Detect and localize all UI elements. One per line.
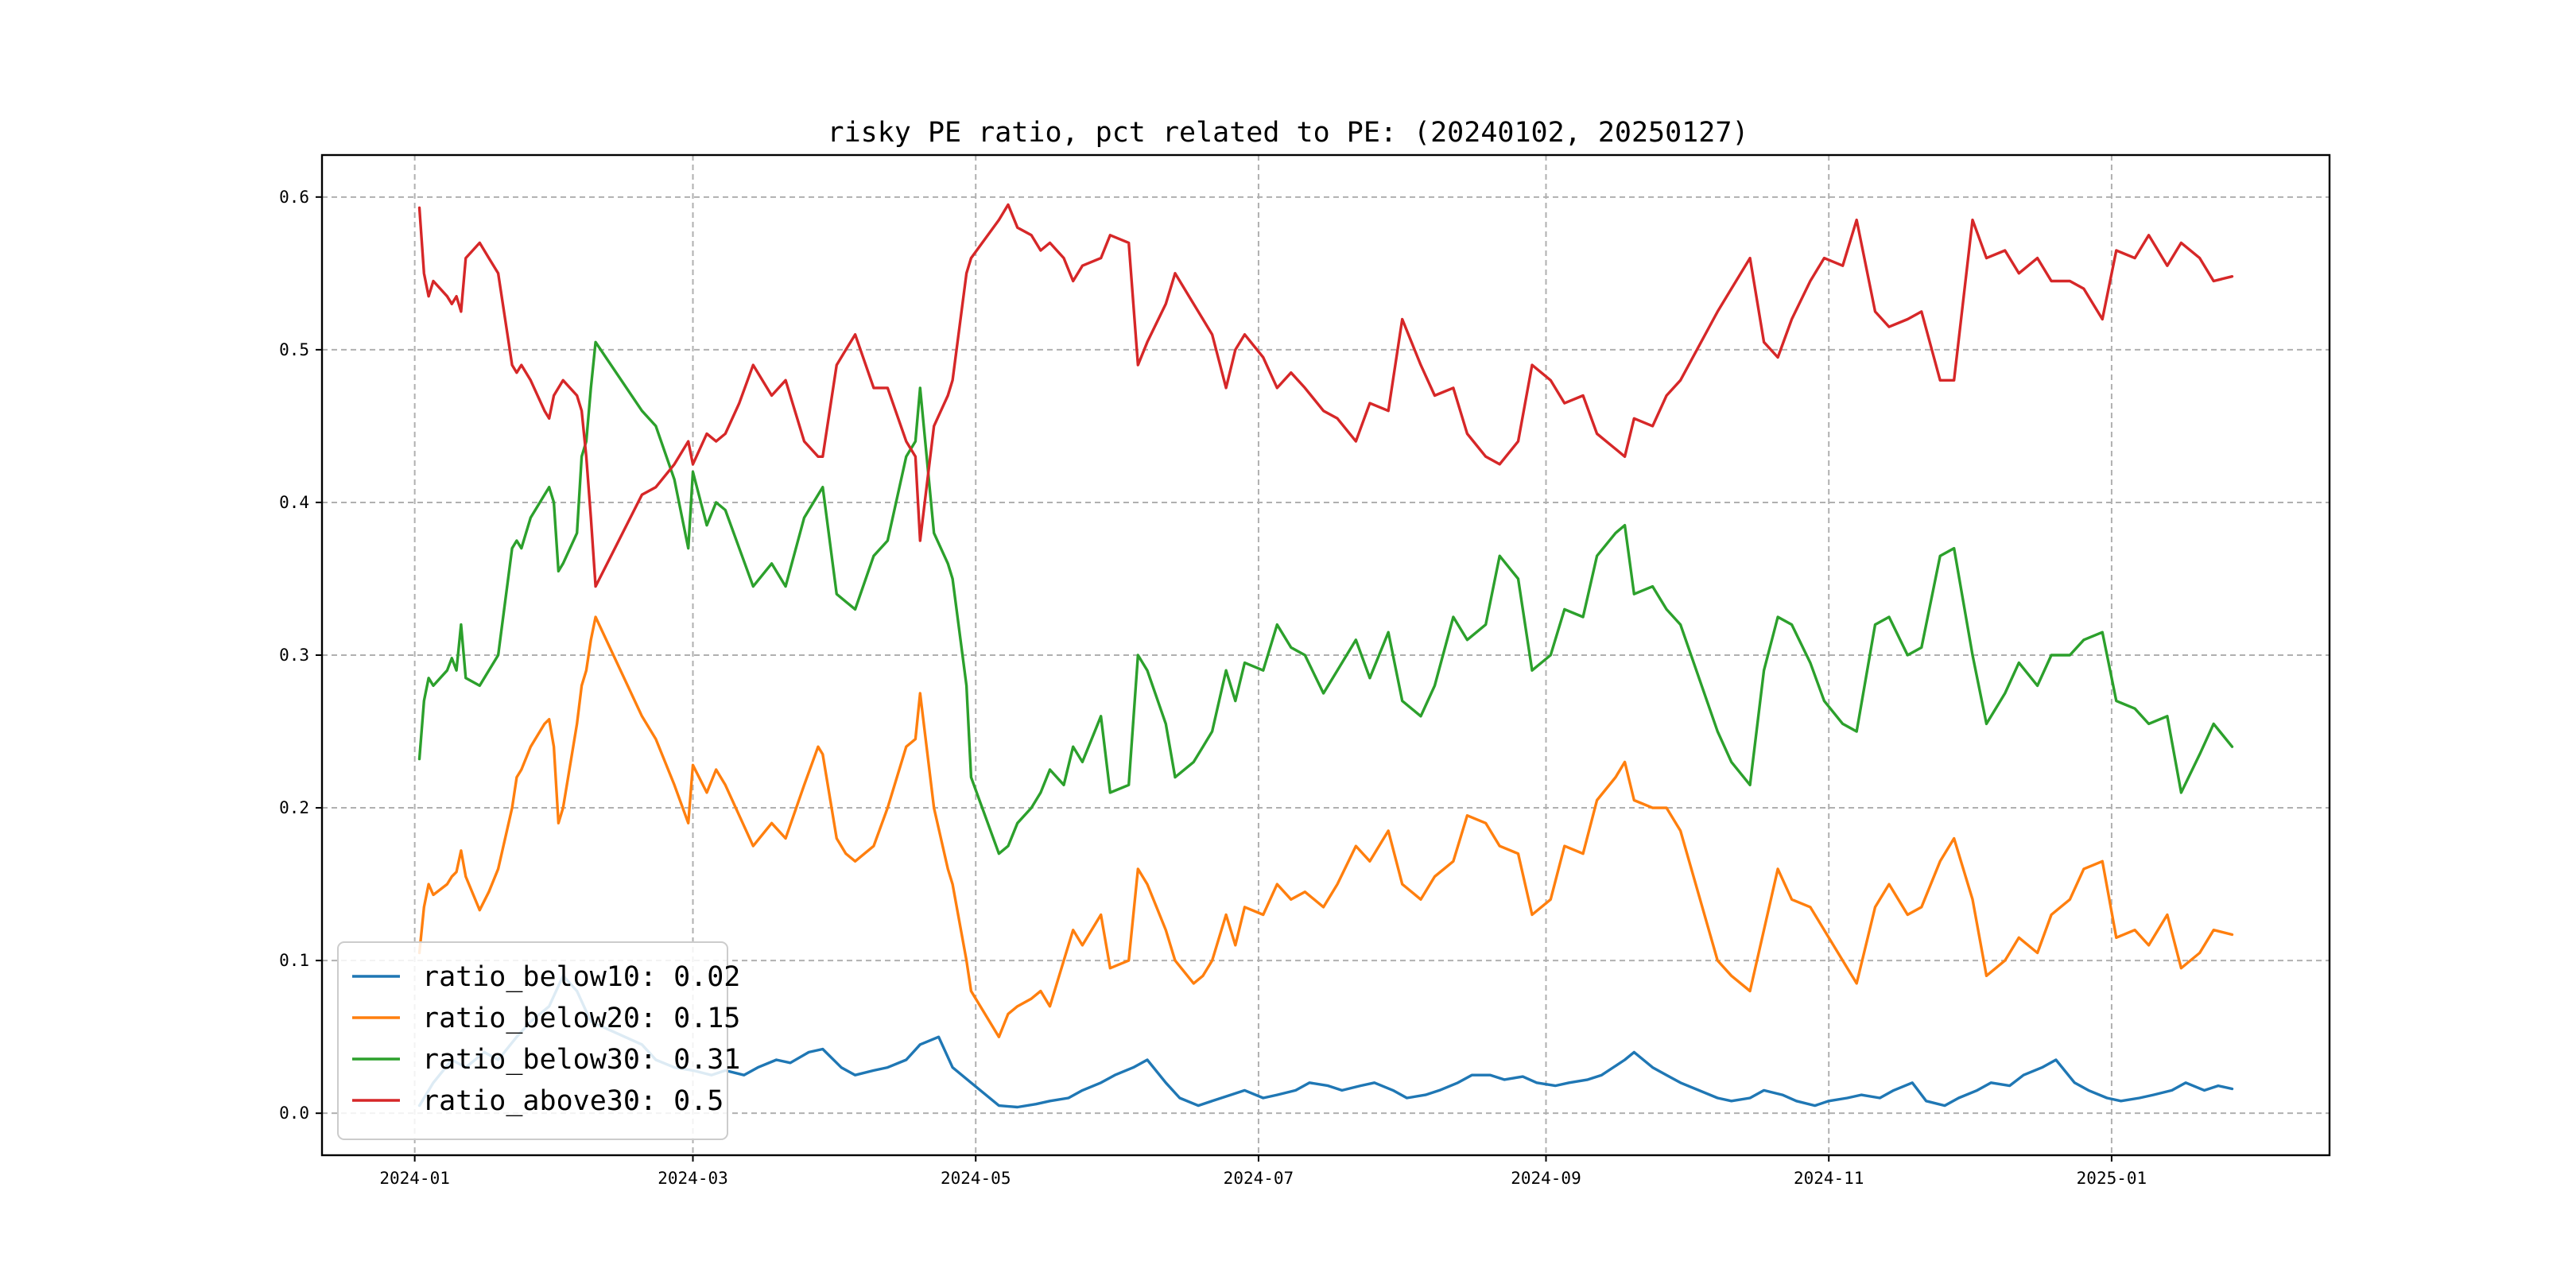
- legend-box: [337, 941, 728, 1140]
- legend-label-ratio-above30: ratio_above30: 0.5: [422, 1085, 724, 1117]
- x-tick-label: 2024-09: [1511, 1169, 1581, 1188]
- x-tick-label: 2024-11: [1794, 1169, 1864, 1188]
- series-line-ratio-below20: [417, 615, 2234, 1038]
- x-tick-label: 2024-05: [941, 1169, 1011, 1188]
- grid-lines: [322, 155, 2330, 1155]
- y-tick-label: 0.4: [279, 493, 309, 512]
- x-tick-label: 2025-01: [2077, 1169, 2147, 1188]
- x-tick-label: 2024-07: [1224, 1169, 1294, 1188]
- axis-ticks: 2024-01 2024-03 2024-05 2024-07 2024-09 2024-…: [279, 188, 2147, 1188]
- legend: ratio_below10: 0.02 ratio_below20: 0.15 ra…: [337, 941, 740, 1140]
- legend-label-ratio-below10: ratio_below10: 0.02: [422, 961, 740, 993]
- series-lines: [417, 203, 2234, 1109]
- x-tick-label: 2024-03: [658, 1169, 728, 1188]
- y-tick-label: 0.3: [279, 646, 309, 665]
- y-tick-label: 0.2: [279, 798, 309, 817]
- series-line-ratio-below10: [417, 974, 2234, 1109]
- x-tick-label: 2024-01: [379, 1169, 450, 1188]
- chart-title: risky PE ratio, pct related to PE: (2024…: [828, 117, 1749, 149]
- y-tick-label: 0.6: [279, 188, 309, 207]
- y-tick-label: 0.5: [279, 340, 309, 359]
- series-line-ratio-above30: [417, 203, 2234, 588]
- legend-label-ratio-below20: ratio_below20: 0.15: [422, 1003, 740, 1034]
- legend-label-ratio-below30: ratio_below30: 0.31: [422, 1044, 740, 1076]
- y-tick-label: 0.1: [279, 951, 309, 970]
- y-tick-label: 0.0: [279, 1104, 309, 1123]
